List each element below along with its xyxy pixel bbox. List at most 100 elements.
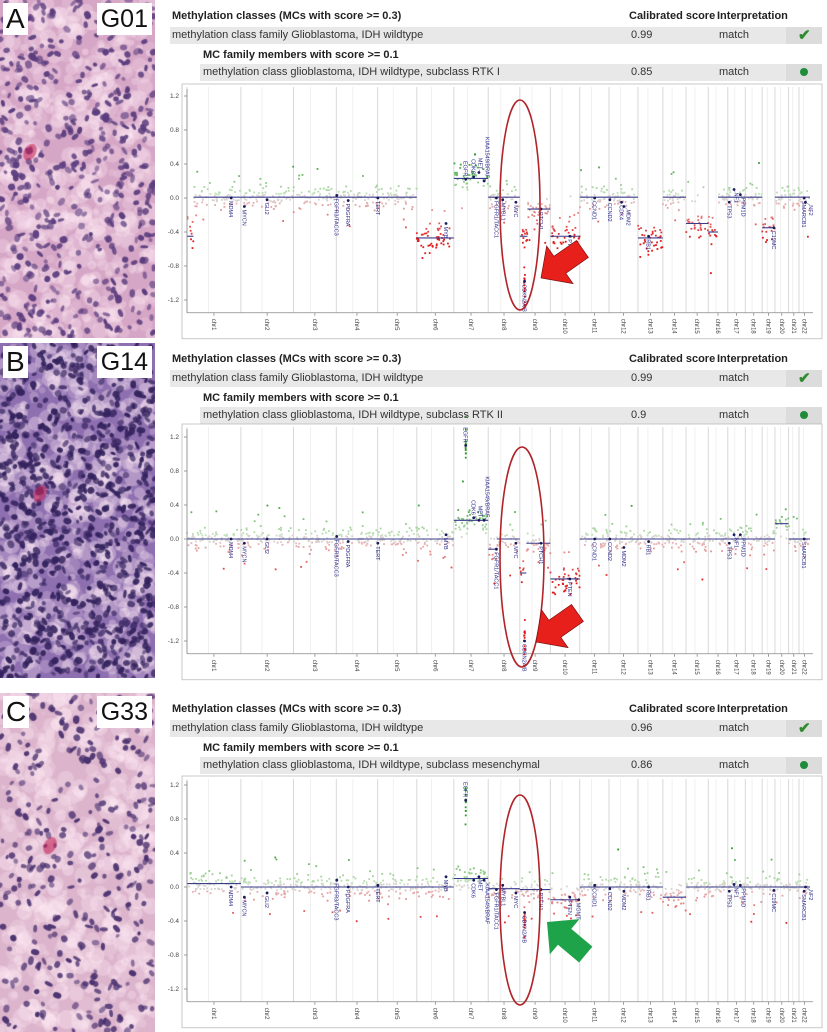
- data-point: [497, 192, 500, 195]
- class-score: 0.96: [631, 722, 653, 734]
- gene-label: PDGFRA: [344, 890, 350, 913]
- data-point: [280, 535, 283, 538]
- gene-label: MYB: [442, 538, 448, 550]
- data-point: [491, 887, 494, 889]
- data-point: [405, 523, 407, 525]
- data-point: [484, 871, 487, 874]
- class-row: [170, 720, 822, 737]
- data-point: [467, 174, 470, 176]
- data-point: [672, 891, 675, 894]
- data-point: [504, 535, 506, 537]
- data-point: [633, 533, 635, 536]
- data-point: [267, 881, 270, 883]
- gene-marker: [732, 883, 736, 886]
- data-point: [614, 177, 617, 180]
- data-point: [573, 234, 576, 237]
- data-point: [405, 898, 407, 900]
- data-point: [397, 542, 400, 545]
- data-point: [530, 917, 533, 920]
- data-point: [199, 195, 202, 197]
- data-point: [612, 192, 615, 195]
- data-point: [292, 887, 295, 890]
- data-point: [455, 174, 458, 177]
- data-point: [590, 198, 593, 201]
- data-point: [194, 205, 197, 208]
- data-point: [740, 527, 743, 530]
- data-point: [228, 194, 231, 197]
- data-point: [578, 586, 581, 589]
- data-point: [189, 229, 192, 232]
- data-point: [782, 884, 785, 887]
- data-point: [758, 887, 761, 890]
- data-point: [736, 540, 739, 543]
- data-point: [523, 278, 526, 281]
- data-point: [280, 192, 282, 195]
- data-point: [494, 552, 497, 555]
- data-point: [693, 877, 695, 879]
- chromosome-label: chr20: [778, 1008, 784, 1024]
- data-point: [643, 889, 646, 892]
- data-point: [567, 231, 570, 234]
- data-point: [404, 200, 407, 203]
- data-point: [704, 545, 707, 548]
- data-point: [783, 206, 785, 209]
- data-point: [261, 191, 264, 194]
- data-point: [571, 891, 574, 894]
- data-point: [351, 887, 354, 890]
- data-point: [769, 888, 771, 891]
- data-point: [365, 192, 368, 195]
- data-point: [530, 883, 533, 886]
- data-point: [201, 201, 204, 204]
- data-point: [694, 200, 697, 203]
- data-point: [266, 879, 269, 882]
- data-point: [468, 520, 471, 523]
- data-point: [355, 198, 357, 200]
- data-point: [424, 252, 427, 255]
- data-point: [444, 543, 446, 546]
- data-point: [287, 186, 290, 189]
- data-point: [667, 199, 669, 202]
- data-point: [429, 891, 432, 894]
- data-point: [562, 241, 565, 244]
- data-point: [245, 528, 248, 531]
- data-point: [191, 534, 194, 537]
- data-point: [576, 899, 579, 902]
- data-point: [723, 197, 726, 199]
- data-point: [532, 892, 535, 895]
- data-point: [497, 895, 500, 898]
- data-point: [319, 193, 321, 196]
- data-point: [278, 195, 281, 198]
- data-point: [705, 882, 708, 885]
- data-point: [266, 535, 268, 538]
- data-point: [237, 199, 240, 202]
- data-point: [296, 536, 298, 539]
- data-point: [425, 892, 427, 895]
- data-point: [637, 535, 639, 538]
- data-point: [447, 541, 450, 544]
- data-point: [730, 889, 733, 892]
- data-point: [684, 909, 687, 912]
- data-point: [262, 194, 265, 197]
- data-point: [490, 537, 492, 540]
- data-point: [452, 544, 454, 547]
- data-point: [639, 535, 642, 537]
- data-point: [233, 886, 236, 889]
- data-point: [267, 882, 270, 885]
- data-point: [482, 514, 485, 517]
- data-point: [275, 534, 278, 537]
- y-tick-label: -1.2: [168, 638, 180, 645]
- data-point: [469, 868, 472, 871]
- data-point: [350, 528, 353, 531]
- gene-label: PPM1D: [739, 888, 745, 907]
- data-point: [577, 569, 580, 572]
- gene-marker: [346, 540, 350, 543]
- data-point: [532, 550, 535, 553]
- data-point: [298, 529, 300, 532]
- data-point: [409, 878, 411, 881]
- data-point: [592, 896, 595, 898]
- data-point: [605, 574, 608, 576]
- data-point: [294, 889, 297, 891]
- data-point: [287, 530, 290, 532]
- data-point: [765, 568, 768, 570]
